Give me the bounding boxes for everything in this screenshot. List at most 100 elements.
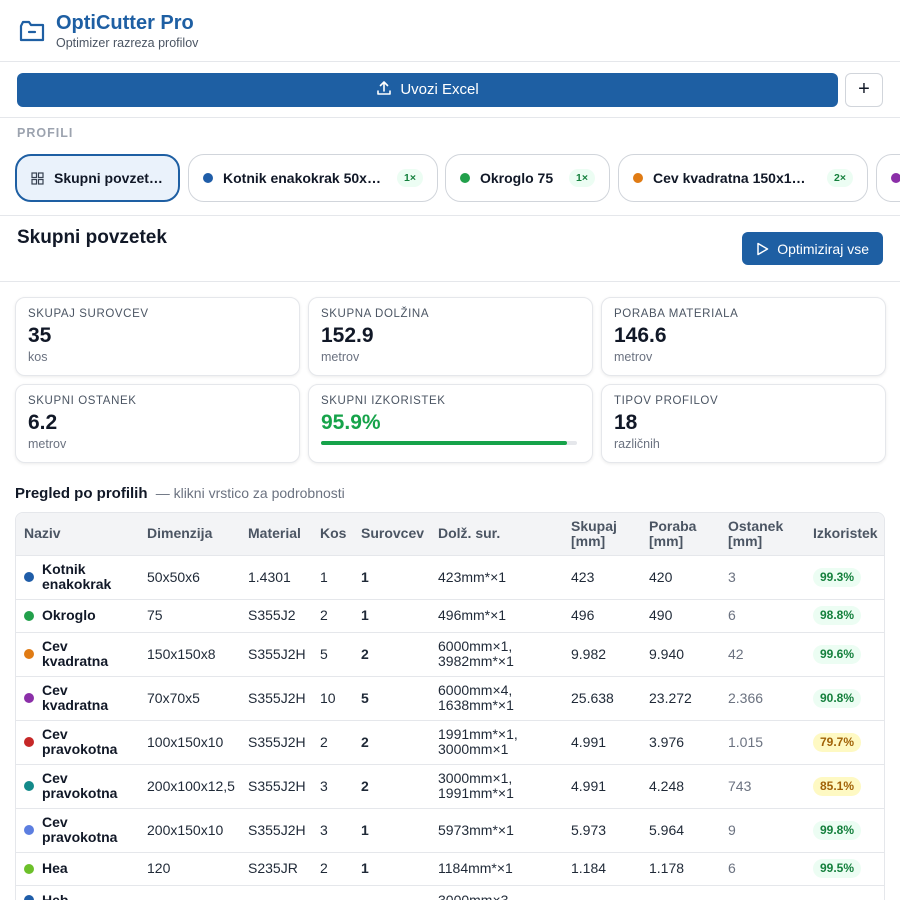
stat-value: 6.2 [28, 411, 58, 434]
cell-ostanek: 42 [720, 631, 805, 676]
stat-value: 18 [614, 411, 638, 434]
import-toolbar: Uvozi Excel + [0, 62, 900, 118]
cell-surovcev: 5 [353, 675, 430, 720]
profile-name-text: Cev pravokotna [42, 814, 118, 845]
table-row[interactable]: Heb 3000mm×3, [16, 884, 884, 900]
cell-kos: 1 [312, 554, 353, 599]
cell-skupaj: 4.991 [563, 763, 641, 808]
column-header-dim[interactable]: Dimenzija [139, 513, 240, 555]
profile-name-text: Cev kvadratna [42, 638, 109, 669]
tab-profile[interactable]: Kotnik enakokrak 50x… 1× [188, 154, 438, 202]
profiles-table: Naziv Dimenzija Material Kos Surovcev Dolž. s… [16, 513, 884, 900]
tab-profile[interactable] [876, 154, 900, 202]
table-row[interactable]: Cev kvadratna 150x150x8 S355J2H 5 2 6000mm×1,… [16, 631, 884, 676]
add-button[interactable]: + [845, 72, 883, 107]
profile-name: Cev pravokotna [24, 727, 131, 757]
cell-poraba: 23.272 [641, 675, 720, 720]
cell-ostanek: 9 [720, 807, 805, 852]
stat-card-total-yield: SKUPNI IZKORISTEK 95.9% [308, 384, 593, 463]
cell-material: S355J2 [240, 598, 312, 632]
tab-label: Okroglo 75 [480, 170, 554, 186]
table-row[interactable]: Cev pravokotna 100x150x10 S355J2H 2 2 1991mm*… [16, 719, 884, 764]
table-row[interactable]: Cev pravokotna 200x150x10 S355J2H 3 1 5973mm*… [16, 807, 884, 852]
cell-skupaj: 5.973 [563, 807, 641, 852]
color-dot-icon [633, 173, 643, 183]
color-dot-icon [24, 781, 34, 791]
cell-izkoristek: 99.5% [805, 851, 884, 885]
column-header-material[interactable]: Material [240, 513, 312, 555]
cell-izkoristek: 79.7% [805, 719, 884, 764]
cell-dim: 100x150x10 [139, 719, 240, 764]
cell-dim: 75 [139, 598, 240, 632]
cell-ostanek: 6 [720, 598, 805, 632]
app-subtitle: Optimizer razreza profilov [56, 35, 199, 50]
tab-count-badge: 1× [569, 169, 595, 187]
color-dot-icon [891, 173, 900, 183]
table-row[interactable]: Okroglo 75 S355J2 2 1 496mm*×1 496 490 6 98.8% [16, 598, 884, 632]
table-hint: — klikni vrstico za podrobnosti [155, 485, 345, 501]
cell-kos: 2 [312, 719, 353, 764]
table-row[interactable]: Cev pravokotna 200x100x12,5 S355J2H 3 2 3000m… [16, 763, 884, 808]
cell-name: Cev kvadratna [16, 631, 139, 676]
upload-icon [376, 80, 392, 100]
tab-label: Kotnik enakokrak 50x… [223, 170, 381, 186]
cell-name: Cev kvadratna [16, 675, 139, 720]
cell-name: Cev pravokotna [16, 763, 139, 808]
column-header-izkoristek[interactable]: Izkoristek [805, 513, 884, 555]
column-header-skupaj[interactable]: Skupaj [mm] [563, 513, 641, 555]
table-row[interactable]: Kotnik enakokrak 50x50x6 1.4301 1 1 423mm*×1 4… [16, 554, 884, 599]
cell-material [240, 884, 312, 900]
cell-dolz: 6000mm×4, 1638mm*×1 [430, 675, 563, 720]
cell-skupaj: 423 [563, 554, 641, 599]
stat-card-total-waste: SKUPNI OSTANEK 6.2 metrov [15, 384, 300, 463]
color-dot-icon [24, 895, 34, 900]
optimize-all-button[interactable]: Optimiziraj vse [742, 232, 883, 265]
profiles-table-container: Naziv Dimenzija Material Kos Surovcev Dolž. s… [15, 512, 885, 900]
column-header-poraba[interactable]: Poraba [mm] [641, 513, 720, 555]
column-header-ostanek[interactable]: Ostanek [mm] [720, 513, 805, 555]
yield-badge: 98.8% [813, 606, 862, 625]
column-header-kos[interactable]: Kos [312, 513, 353, 555]
cell-skupaj: 1.184 [563, 851, 641, 885]
cell-material: S355J2H [240, 719, 312, 764]
table-heading: Pregled po profilih [15, 485, 148, 502]
stat-unit: metrov [614, 350, 653, 364]
color-dot-icon [24, 610, 34, 621]
cell-ostanek [720, 884, 805, 900]
cell-surovcev: 1 [353, 598, 430, 632]
cell-izkoristek: 85.1% [805, 763, 884, 808]
yield-badge: 99.3% [813, 567, 862, 587]
stat-unit: metrov [321, 350, 360, 364]
cell-izkoristek: 98.8% [805, 598, 884, 632]
cell-poraba: 1.178 [641, 851, 720, 885]
stat-card-raw-count: SKUPAJ SUROVCEV 35 kos [15, 297, 300, 376]
profile-name-text: Kotnik enakokrak [42, 561, 112, 592]
yield-progress-bar [321, 441, 577, 445]
cell-izkoristek [805, 884, 884, 900]
tab-profile[interactable]: Cev kvadratna 150x1… 2× [618, 154, 868, 202]
color-dot-icon [460, 173, 470, 183]
column-header-surovcev[interactable]: Surovcev [353, 513, 430, 555]
cell-surovcev: 1 [353, 851, 430, 885]
stat-unit: kos [28, 350, 48, 364]
cell-izkoristek: 99.3% [805, 554, 884, 599]
optimize-all-label: Optimiziraj vse [777, 240, 869, 257]
table-row[interactable]: Cev kvadratna 70x70x5 S355J2H 10 5 6000mm×4, … [16, 675, 884, 720]
table-row[interactable]: Hea 120 S235JR 2 1 1184mm*×1 1.184 1.178 6 99.5% [16, 851, 884, 885]
cell-kos: 10 [312, 675, 353, 720]
cell-name: Cev pravokotna [16, 719, 139, 764]
import-excel-button[interactable]: Uvozi Excel [17, 72, 838, 107]
tab-summary[interactable]: Skupni povzetek [15, 154, 180, 202]
cell-poraba: 5.964 [641, 807, 720, 852]
column-header-name[interactable]: Naziv [16, 513, 139, 555]
cell-dim: 50x50x6 [139, 554, 240, 599]
tab-profile[interactable]: Okroglo 75 1× [445, 154, 610, 202]
stat-label: SKUPNI OSTANEK [28, 395, 137, 407]
yield-badge: 79.7% [813, 732, 862, 752]
folder-icon [18, 17, 46, 45]
cell-dolz: 6000mm×1, 3982mm*×1 [430, 631, 563, 676]
cell-izkoristek: 99.8% [805, 807, 884, 852]
column-header-dolz[interactable]: Dolž. sur. [430, 513, 563, 555]
color-dot-icon [24, 649, 34, 659]
